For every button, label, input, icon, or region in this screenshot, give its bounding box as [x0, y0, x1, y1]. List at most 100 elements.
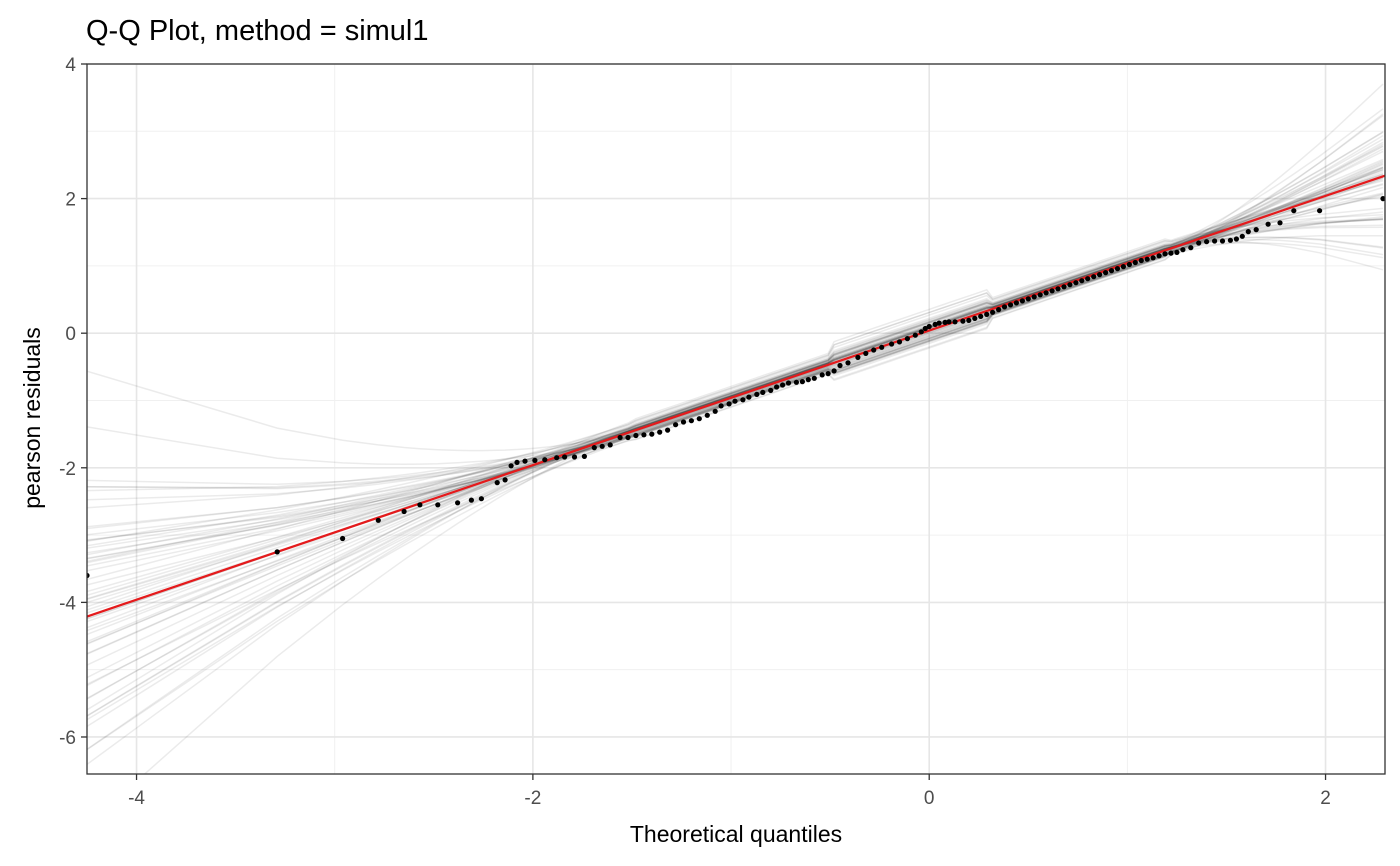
y-tick-label: -6 — [59, 728, 76, 749]
data-point — [680, 419, 687, 425]
simulated-line — [87, 213, 1384, 581]
data-point — [657, 429, 663, 435]
data-point — [1188, 245, 1194, 251]
data-point — [522, 458, 528, 464]
data-point — [696, 416, 702, 422]
data-point — [502, 477, 508, 483]
data-point — [478, 496, 484, 502]
data-point — [946, 319, 952, 325]
data-point — [1067, 282, 1073, 288]
y-tick-label: 2 — [65, 190, 76, 211]
data-point — [1019, 298, 1025, 304]
data-point — [532, 457, 538, 463]
data-point — [1097, 272, 1103, 278]
data-point — [468, 497, 474, 503]
data-point — [633, 432, 639, 439]
y-axis-label: pearson residuals — [19, 327, 45, 509]
data-point — [904, 336, 911, 342]
data-point — [825, 371, 831, 377]
x-tick-label: 2 — [1320, 788, 1331, 809]
simulated-line — [87, 240, 1384, 611]
data-point — [1025, 296, 1031, 302]
data-point — [599, 443, 605, 449]
data-point — [571, 454, 578, 460]
data-point — [1031, 294, 1037, 300]
data-points — [87, 196, 1385, 579]
data-point — [845, 360, 851, 366]
data-point — [1265, 221, 1271, 227]
data-point — [799, 379, 806, 385]
simulated-line — [87, 131, 1384, 556]
data-point — [617, 434, 623, 441]
data-point — [960, 318, 966, 324]
simulated-line — [87, 216, 1384, 721]
data-point — [417, 502, 423, 508]
data-point — [811, 375, 817, 381]
simulated-line — [87, 192, 1384, 564]
data-point — [340, 535, 346, 542]
data-point — [1156, 253, 1162, 259]
data-point — [990, 309, 996, 315]
data-point — [1253, 227, 1259, 233]
simulated-line — [87, 195, 1384, 645]
data-point — [1132, 259, 1138, 266]
data-point — [805, 377, 811, 383]
x-axis-label: Theoretical quantiles — [630, 821, 842, 847]
data-point — [879, 344, 885, 350]
simulated-line — [87, 138, 1384, 679]
simulated-line — [87, 224, 1384, 655]
data-point — [562, 454, 568, 460]
x-tick-label: 0 — [924, 788, 935, 809]
data-point — [718, 403, 724, 409]
reference-line — [87, 174, 1385, 618]
data-point — [918, 329, 924, 335]
data-point — [1103, 270, 1109, 276]
data-point — [1114, 266, 1121, 272]
data-point — [760, 389, 766, 395]
data-point — [508, 463, 514, 469]
reference-line-group — [87, 174, 1385, 618]
data-point — [926, 323, 932, 330]
data-point — [1168, 250, 1174, 256]
data-point — [542, 457, 548, 463]
data-point — [1049, 288, 1055, 294]
data-point — [1120, 264, 1126, 270]
y-tick-label: 4 — [65, 55, 76, 76]
data-point — [1196, 240, 1202, 246]
data-point — [785, 380, 792, 386]
data-point — [455, 500, 461, 506]
data-point — [1043, 290, 1049, 296]
simulated-line — [87, 131, 1384, 563]
x-axis-ticks: -4 -2 0 2 — [128, 774, 1331, 809]
data-point — [1219, 238, 1226, 244]
data-point — [581, 453, 588, 459]
simulated-line — [87, 176, 1384, 509]
data-point — [375, 517, 381, 523]
data-point — [1380, 196, 1385, 202]
simulated-line — [87, 183, 1384, 547]
simulated-line — [87, 174, 1384, 542]
data-point — [1108, 268, 1115, 274]
data-point — [837, 362, 843, 369]
data-point — [1212, 238, 1218, 244]
data-point — [625, 434, 631, 441]
data-point — [996, 307, 1002, 313]
y-axis-ticks: -6 -4 -2 0 2 4 — [59, 55, 87, 749]
data-point — [641, 432, 647, 438]
data-point — [607, 442, 613, 448]
simulated-line — [87, 166, 1384, 600]
x-tick-label: -4 — [128, 788, 145, 809]
data-point — [1073, 280, 1079, 286]
simulated-line — [87, 166, 1384, 766]
data-point — [514, 459, 520, 465]
data-point — [831, 368, 837, 374]
data-point — [673, 422, 679, 428]
data-point — [966, 317, 972, 323]
data-point — [1126, 261, 1132, 268]
data-point — [732, 398, 738, 404]
data-point — [871, 347, 877, 353]
data-point — [1055, 286, 1061, 292]
data-point — [726, 401, 732, 407]
data-point — [274, 549, 280, 555]
data-point — [936, 320, 942, 326]
